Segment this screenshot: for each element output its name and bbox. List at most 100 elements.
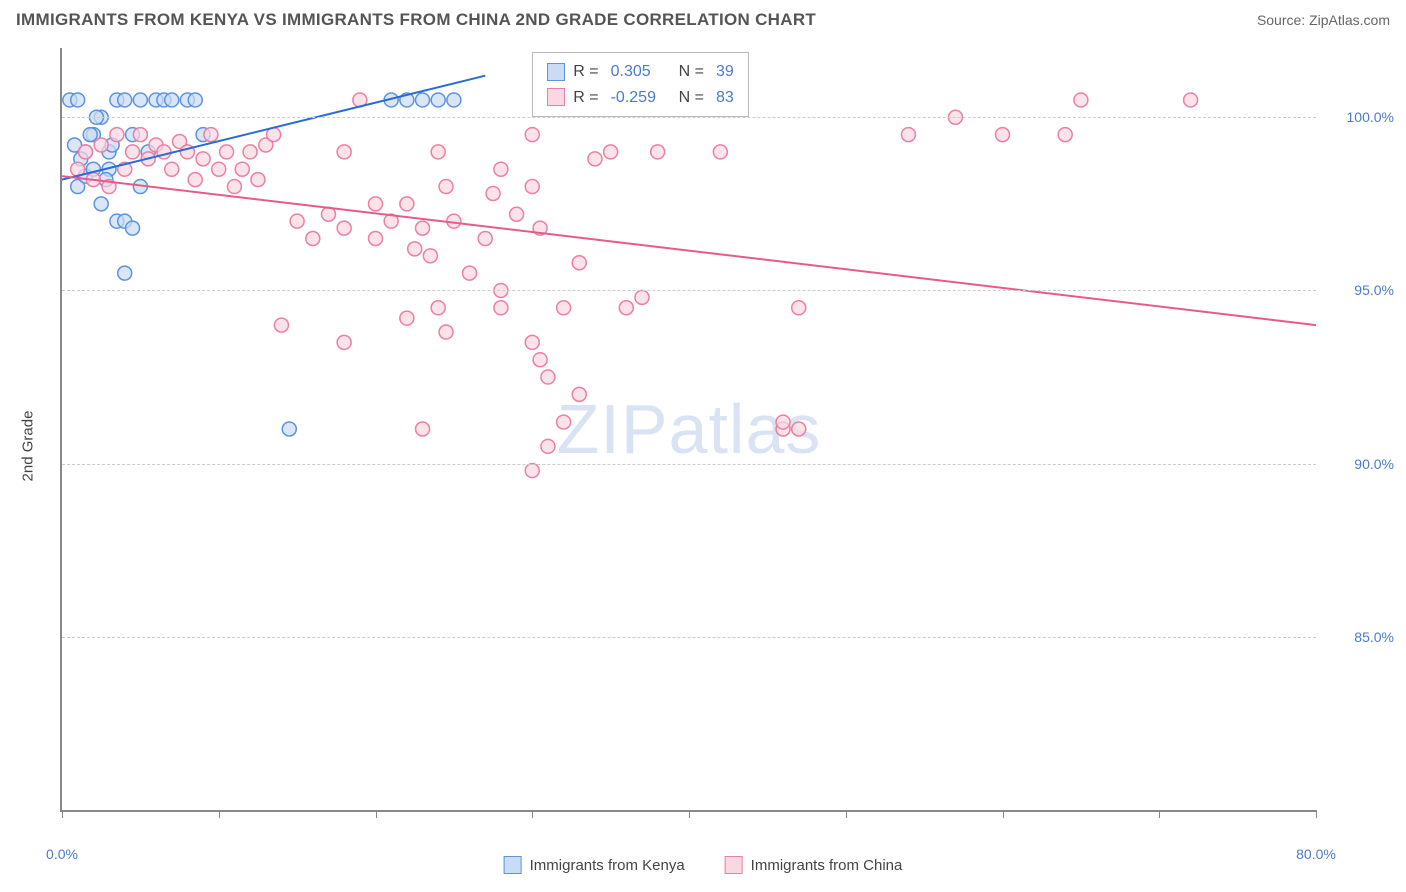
correlation-legend: R =0.305N =39R =-0.259N =83 — [532, 52, 748, 117]
data-point — [306, 232, 320, 246]
data-point — [235, 162, 249, 176]
data-point — [204, 128, 218, 142]
data-point — [572, 387, 586, 401]
data-point — [486, 186, 500, 200]
data-point — [94, 138, 108, 152]
legend-row: R =0.305N =39 — [547, 59, 733, 85]
legend-r-prefix: R = — [573, 85, 598, 111]
legend-row: R =-0.259N =83 — [547, 85, 733, 111]
data-point — [71, 93, 85, 107]
data-point — [651, 145, 665, 159]
data-point — [619, 301, 633, 315]
data-point — [337, 145, 351, 159]
data-point — [196, 152, 210, 166]
data-point — [604, 145, 618, 159]
data-point — [525, 464, 539, 478]
data-point — [494, 301, 508, 315]
scatter-plot — [62, 48, 1316, 810]
data-point — [290, 214, 304, 228]
data-point — [996, 128, 1010, 142]
y-axis-label: 2nd Grade — [20, 411, 37, 482]
data-point — [478, 232, 492, 246]
legend-r-prefix: R = — [573, 59, 598, 85]
series-legend: Immigrants from Kenya Immigrants from Chi… — [504, 856, 903, 874]
data-point — [369, 232, 383, 246]
data-point — [510, 207, 524, 221]
data-point — [79, 145, 93, 159]
data-point — [533, 353, 547, 367]
legend-swatch — [547, 88, 565, 106]
chart-area: ZIPatlas R =0.305N =39R =-0.259N =83 85.… — [60, 48, 1316, 812]
chart-title: IMMIGRANTS FROM KENYA VS IMMIGRANTS FROM… — [16, 10, 816, 30]
legend-series-name: Immigrants from China — [751, 857, 903, 874]
x-tick — [1003, 810, 1004, 818]
data-point — [83, 128, 97, 142]
legend-r-value: -0.259 — [611, 85, 671, 111]
x-tick — [219, 810, 220, 818]
data-point — [227, 180, 241, 194]
data-point — [431, 93, 445, 107]
data-point — [635, 290, 649, 304]
regression-line — [62, 76, 485, 180]
data-point — [431, 145, 445, 159]
data-point — [400, 197, 414, 211]
data-point — [1058, 128, 1072, 142]
x-tick — [62, 810, 63, 818]
legend-item: Immigrants from Kenya — [504, 856, 685, 874]
data-point — [713, 145, 727, 159]
data-point — [282, 422, 296, 436]
x-tick — [532, 810, 533, 818]
x-tick — [376, 810, 377, 818]
data-point — [447, 93, 461, 107]
data-point — [118, 266, 132, 280]
data-point — [165, 93, 179, 107]
x-tick-label: 80.0% — [1296, 846, 1336, 862]
data-point — [188, 173, 202, 187]
data-point — [776, 415, 790, 429]
legend-swatch — [725, 856, 743, 874]
data-point — [525, 335, 539, 349]
data-point — [588, 152, 602, 166]
data-point — [1184, 93, 1198, 107]
data-point — [274, 318, 288, 332]
legend-n-value: 39 — [716, 59, 734, 85]
data-point — [792, 422, 806, 436]
data-point — [400, 311, 414, 325]
y-tick-label: 95.0% — [1324, 282, 1394, 298]
x-tick — [1316, 810, 1317, 818]
gridline — [62, 117, 1316, 118]
data-point — [1074, 93, 1088, 107]
data-point — [188, 93, 202, 107]
x-tick — [846, 810, 847, 818]
data-point — [165, 162, 179, 176]
data-point — [94, 197, 108, 211]
data-point — [133, 128, 147, 142]
data-point — [408, 242, 422, 256]
gridline — [62, 290, 1316, 291]
x-tick — [689, 810, 690, 818]
data-point — [494, 162, 508, 176]
legend-item: Immigrants from China — [725, 856, 903, 874]
data-point — [133, 93, 147, 107]
data-point — [110, 128, 124, 142]
regression-line — [62, 176, 1316, 325]
data-point — [416, 221, 430, 235]
gridline — [62, 637, 1316, 638]
data-point — [126, 145, 140, 159]
data-point — [251, 173, 265, 187]
data-point — [423, 249, 437, 263]
data-point — [416, 93, 430, 107]
data-point — [212, 162, 226, 176]
data-point — [541, 370, 555, 384]
data-point — [337, 221, 351, 235]
legend-series-name: Immigrants from Kenya — [530, 857, 685, 874]
data-point — [572, 256, 586, 270]
legend-swatch — [504, 856, 522, 874]
legend-swatch — [547, 63, 565, 81]
data-point — [463, 266, 477, 280]
legend-n-prefix: N = — [679, 85, 704, 111]
data-point — [118, 93, 132, 107]
y-tick-label: 100.0% — [1324, 109, 1394, 125]
data-point — [525, 128, 539, 142]
data-point — [243, 145, 257, 159]
